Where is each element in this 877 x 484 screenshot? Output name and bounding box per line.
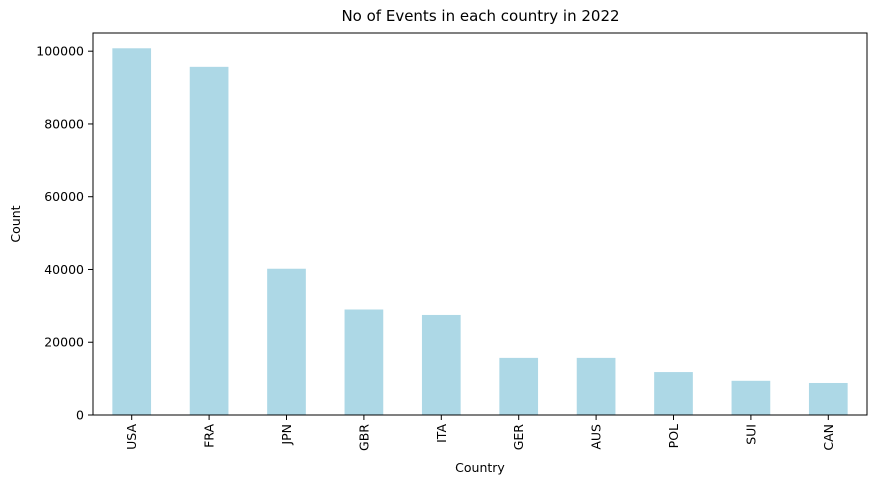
bar-jpn xyxy=(267,268,306,415)
plot-frame xyxy=(92,32,868,416)
x-tick-label: POL xyxy=(666,424,681,448)
x-tick-label: ITA xyxy=(434,424,449,443)
bar-can xyxy=(808,382,848,415)
bar-ita xyxy=(421,314,461,415)
y-tick-label: 60000 xyxy=(44,189,84,204)
x-tick-label: JPN xyxy=(279,424,294,446)
bar-pol xyxy=(654,372,693,415)
y-tick-label: 0 xyxy=(76,408,84,423)
x-tick-label: FRA xyxy=(202,424,217,448)
y-axis: 0 20000 40000 60000 80000 100000 xyxy=(36,44,93,423)
y-axis-label: Count xyxy=(8,205,23,242)
chart-title: No of Events in each country in 2022 xyxy=(341,7,619,25)
x-tick-label: AUS xyxy=(589,424,604,450)
bar-ger xyxy=(499,357,539,415)
y-tick-label: 40000 xyxy=(44,262,84,277)
x-tick-label: GER xyxy=(511,424,526,451)
bars-layer xyxy=(112,48,848,415)
bar-sui xyxy=(731,380,771,415)
y-tick-label: 100000 xyxy=(36,44,84,59)
x-tick-label: SUI xyxy=(743,424,758,445)
bar-gbr xyxy=(344,309,384,415)
x-tick-label: USA xyxy=(124,424,139,450)
bar-usa xyxy=(112,48,152,415)
x-axis-label: Country xyxy=(455,460,505,475)
x-tick-label: CAN xyxy=(821,424,836,451)
bar-aus xyxy=(576,357,616,415)
bar-fra xyxy=(189,66,229,415)
x-axis: USA FRA JPN GBR ITA GER AUS POL SUI CAN xyxy=(124,415,836,451)
x-tick-label: GBR xyxy=(356,424,371,451)
y-tick-label: 20000 xyxy=(44,335,84,350)
y-tick-label: 80000 xyxy=(44,116,84,131)
